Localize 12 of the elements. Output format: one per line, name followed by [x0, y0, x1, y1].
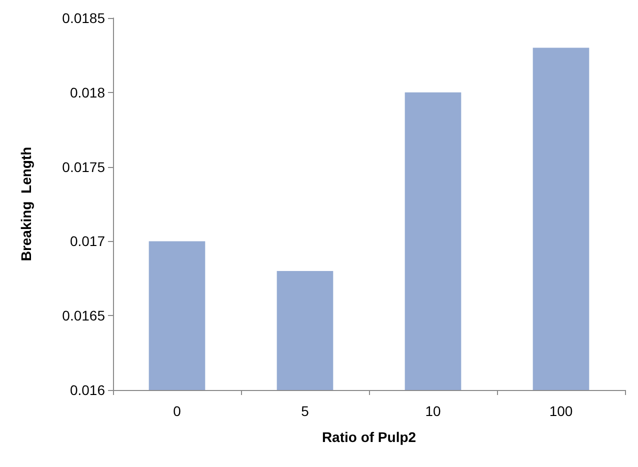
y-tick-label: 0.016	[70, 382, 106, 398]
y-tick-label: 0.017	[70, 233, 106, 250]
x-tick-label: 10	[425, 403, 441, 419]
x-axis-title: Ratio of Pulp2	[322, 429, 416, 445]
x-tick-label: 5	[301, 403, 310, 419]
y-tick-label: 0.0165	[62, 308, 106, 324]
x-tick-label: 100	[549, 403, 573, 419]
y-tick-label: 0.0175	[62, 158, 106, 175]
x-tick-label: 0	[173, 403, 182, 419]
y-tick-label: 0.018	[70, 84, 106, 100]
y-axis-title: Breaking Length	[18, 146, 34, 262]
y-tick-label: 0.0185	[62, 10, 106, 26]
